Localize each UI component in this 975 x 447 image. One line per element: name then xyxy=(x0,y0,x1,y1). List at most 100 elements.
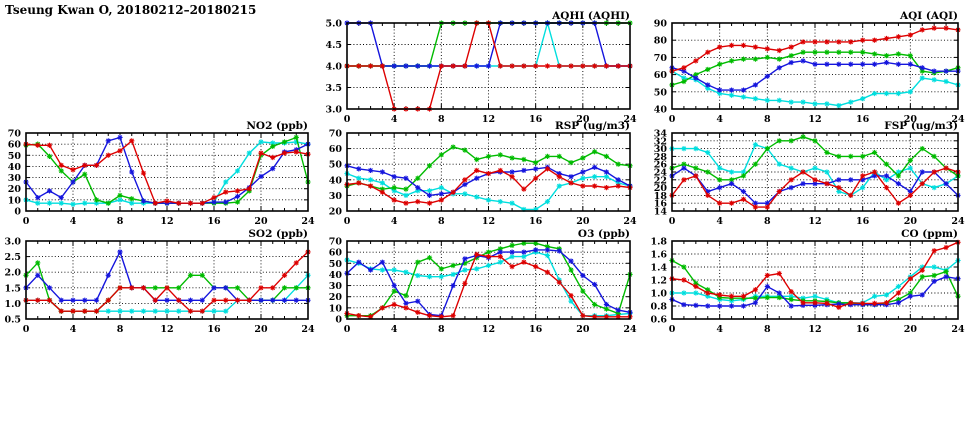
xtick-label: 12 xyxy=(160,324,173,335)
plot-border xyxy=(671,132,959,212)
chart-so2: 0.5 1.0 1.5 2.0 2.5 3.0 0 4 8 12 16 20 24 SO2 (ppb) xyxy=(0,225,324,341)
series-line-blue xyxy=(25,136,309,204)
ytick-label: 20 xyxy=(329,292,343,303)
ytick-label: 0.5 xyxy=(4,315,21,326)
plot-border xyxy=(671,240,959,320)
xtick-label: 4 xyxy=(70,324,77,335)
series-markers-green xyxy=(669,257,961,308)
ytick-label: 1.0 xyxy=(650,289,667,300)
xtick-label: 0 xyxy=(344,114,351,125)
xtick-label: 0 xyxy=(344,324,351,335)
plot-border xyxy=(346,132,631,212)
xtick-label: 24 xyxy=(951,114,965,125)
xtick-label: 24 xyxy=(951,324,965,335)
xtick-label: 24 xyxy=(623,114,637,125)
ytick-label: 50 xyxy=(329,160,343,171)
chart-title-co: CO (ppm) xyxy=(901,228,958,240)
ytick-label: 70 xyxy=(8,129,22,140)
plot-border xyxy=(346,240,631,320)
ytick-label: 30 xyxy=(329,191,343,202)
ytick-label: 2.5 xyxy=(4,252,21,263)
ytick-label: 70 xyxy=(329,129,343,140)
ytick-label: 80 xyxy=(654,36,668,47)
ytick-label: 1.0 xyxy=(4,299,21,310)
ytick-label: 5.0 xyxy=(325,19,342,30)
ytick-label: 4.0 xyxy=(325,62,342,73)
xtick-label: 4 xyxy=(391,324,398,335)
page-title: Tseung Kwan O, 20180212–20180215 xyxy=(5,3,257,17)
ytick-label: 0.8 xyxy=(650,302,667,313)
ytick-label: 22 xyxy=(654,175,667,186)
ytick-label: 1.5 xyxy=(4,283,21,294)
ytick-label: 32 xyxy=(654,136,667,147)
ytick-label: 40 xyxy=(329,270,343,281)
xtick-label: 12 xyxy=(482,216,495,227)
ytick-label: 28 xyxy=(654,152,668,163)
ytick-label: 2.0 xyxy=(4,268,21,279)
plot-border xyxy=(346,22,631,110)
xtick-label: 16 xyxy=(207,324,221,335)
xtick-label: 16 xyxy=(856,114,870,125)
chart-rsp-canvas: 20 30 40 50 60 70 0 4 8 12 16 20 24 RSP (ug/m3) xyxy=(329,120,637,227)
chart-title-so2: SO2 (ppb) xyxy=(248,228,308,240)
ytick-label: 3.0 xyxy=(4,237,21,248)
ytick-label: 24 xyxy=(654,168,668,179)
xtick-label: 20 xyxy=(576,114,590,125)
chart-co: 0.6 0.8 1.0 1.2 1.4 1.6 1.8 0 4 8 12 16 20 24 CO (ppm) xyxy=(638,225,974,341)
xtick-label: 20 xyxy=(904,324,918,335)
ytick-label: 4.5 xyxy=(325,40,342,51)
ytick-label: 0 xyxy=(14,207,21,218)
ytick-label: 10 xyxy=(329,303,343,314)
chart-title-rsp: RSP (ug/m3) xyxy=(555,120,630,132)
plot-border xyxy=(671,22,959,110)
ytick-label: 10 xyxy=(8,195,22,206)
xtick-label: 16 xyxy=(207,216,221,227)
xtick-label: 8 xyxy=(117,216,124,227)
xtick-label: 12 xyxy=(482,114,495,125)
chart-title-no2: NO2 (ppb) xyxy=(246,120,308,132)
chart-aqi: 40 50 60 70 80 90 0 4 8 12 16 20 24 AQI (AQI) xyxy=(638,7,974,131)
ytick-label: 60 xyxy=(8,140,22,151)
ytick-label: 3.5 xyxy=(325,83,342,94)
ytick-label: 40 xyxy=(654,105,668,116)
xtick-label: 0 xyxy=(669,216,676,227)
ytick-label: 90 xyxy=(654,19,668,30)
ytick-label: 60 xyxy=(654,70,668,81)
ytick-label: 0 xyxy=(335,315,342,326)
xtick-label: 16 xyxy=(529,216,543,227)
xtick-label: 0 xyxy=(23,216,30,227)
ytick-label: 50 xyxy=(654,87,668,98)
chart-aqi-canvas: 40 50 60 70 80 90 0 4 8 12 16 20 24 AQI (AQI) xyxy=(654,10,965,125)
ytick-label: 0.6 xyxy=(650,315,667,326)
series-line-green xyxy=(25,136,309,204)
ytick-label: 20 xyxy=(329,207,343,218)
ytick-label: 30 xyxy=(8,173,22,184)
ytick-label: 1.6 xyxy=(650,250,667,261)
xtick-label: 4 xyxy=(70,216,77,227)
chart-title-fsp: FSP (ug/m3) xyxy=(884,120,958,132)
ytick-label: 34 xyxy=(654,129,668,140)
xtick-label: 8 xyxy=(764,114,771,125)
xtick-label: 20 xyxy=(254,216,268,227)
xtick-label: 16 xyxy=(529,114,543,125)
ytick-label: 70 xyxy=(329,237,343,248)
xtick-label: 16 xyxy=(529,324,543,335)
ytick-label: 40 xyxy=(329,175,343,186)
ytick-label: 60 xyxy=(329,248,343,259)
chart-fsp: 14 16 18 20 22 24 26 28 30 32 34 0 4 8 12 16 20 24 FSP (ug… xyxy=(638,117,974,233)
series-line-green xyxy=(346,146,631,190)
ytick-label: 60 xyxy=(329,144,343,155)
chart-co-canvas: 0.6 0.8 1.0 1.2 1.4 1.6 1.8 0 4 8 12 16 20 24 CO (ppm) xyxy=(650,228,965,335)
xtick-label: 24 xyxy=(951,216,965,227)
xtick-label: 16 xyxy=(856,216,870,227)
xtick-label: 20 xyxy=(904,216,918,227)
xtick-label: 0 xyxy=(344,216,351,227)
chart-no2: 0 10 20 30 40 50 60 70 0 4 8 12 16 20 24 NO2 (ppb) xyxy=(0,117,324,233)
ytick-label: 18 xyxy=(654,191,668,202)
xtick-label: 24 xyxy=(623,324,637,335)
series-markers-red xyxy=(23,249,311,314)
xtick-label: 12 xyxy=(482,324,495,335)
chart-o3: 0 10 20 30 40 50 60 70 0 4 8 12 16 20 24 O3 (ppb) xyxy=(313,225,646,341)
ytick-label: 30 xyxy=(329,281,343,292)
